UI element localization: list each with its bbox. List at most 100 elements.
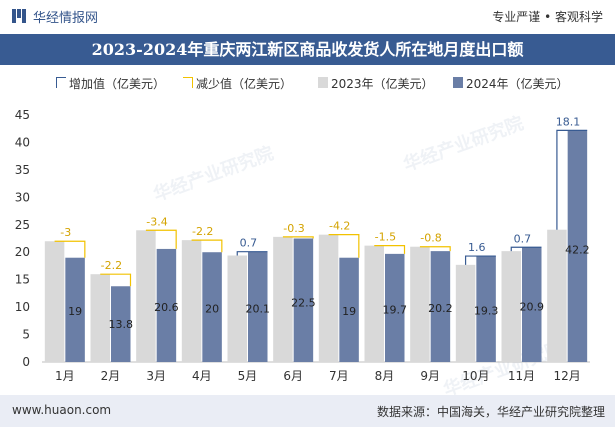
x-tick-label: 2月	[101, 369, 121, 383]
data-label-2024: 19	[342, 305, 356, 318]
x-tick-label: 3月	[146, 369, 166, 383]
bar-2024	[339, 257, 359, 362]
x-tick-label: 6月	[283, 369, 303, 383]
data-label-2024: 19.3	[474, 304, 499, 317]
bar-2024	[430, 251, 451, 362]
bar-2023	[273, 236, 293, 362]
change-label: -1.5	[375, 231, 396, 244]
y-tick-label: 20	[15, 245, 30, 259]
change-bracket-decrease	[282, 236, 314, 239]
legend-swatch-decrease	[183, 77, 193, 88]
bar-2024	[248, 251, 268, 362]
legend-label-2023: 2023年（亿美元）	[331, 77, 434, 91]
legend-swatch-2024	[453, 77, 463, 88]
change-label: -2.2	[192, 225, 213, 238]
change-label: 18.1	[556, 115, 581, 128]
y-tick-label: 45	[15, 108, 30, 122]
legend-label-2024: 2024年（亿美元）	[466, 77, 569, 91]
change-label: -3.4	[146, 215, 167, 228]
data-label-2024: 20.6	[154, 301, 179, 314]
x-tick-label: 9月	[420, 369, 440, 383]
x-tick-label: 10月	[462, 369, 489, 383]
change-label: -0.8	[420, 232, 441, 245]
y-tick-label: 40	[15, 135, 30, 149]
change-bracket-decrease	[145, 229, 177, 249]
change-bracket-increase	[236, 251, 268, 256]
footer-bar: www.huaon.com 数据来源：中国海关，华经产业研究院整理	[0, 395, 615, 427]
x-tick-label: 8月	[375, 369, 395, 383]
change-bracket-decrease	[100, 273, 132, 287]
legend-label-increase: 增加值（亿美元）	[69, 77, 166, 91]
title-bar: 2023-2024年重庆两江新区商品收发货人所在地月度出口额	[0, 34, 615, 65]
bar-2024	[202, 252, 222, 362]
bar-2023	[90, 274, 110, 362]
x-tick-label: 5月	[238, 369, 258, 383]
x-tick-label: 12月	[554, 369, 581, 383]
bar-2023	[410, 246, 430, 362]
change-bracket-increase	[510, 246, 542, 252]
change-bracket-decrease	[328, 234, 360, 258]
bar-2023	[501, 251, 521, 362]
change-label: 0.7	[514, 232, 532, 245]
change-bracket-increase	[464, 255, 496, 265]
change-bracket-decrease	[419, 246, 451, 252]
y-tick-label: 25	[15, 218, 30, 232]
change-label: -0.3	[283, 222, 304, 235]
bar-2023	[227, 255, 247, 362]
bar-2024	[385, 253, 405, 362]
data-label-2024: 20.2	[428, 302, 453, 315]
bar-2024	[522, 247, 542, 362]
brand-name: 华经情报网	[33, 11, 99, 26]
chart-area: 0 5 10 15 20 25 30 35 40 45 -3 19 1月 -2.2 13.8 2月 -3.4 20…	[15, 108, 590, 383]
huajing-logo-icon	[12, 9, 26, 23]
change-bracket-decrease	[54, 240, 86, 258]
bar-2023	[455, 264, 476, 362]
bar-2023	[136, 230, 156, 362]
y-tick-label: 0	[22, 355, 30, 369]
y-tick-label: 30	[15, 190, 30, 204]
data-label-2024: 22.5	[291, 296, 316, 309]
bar-2024	[293, 238, 314, 362]
legend-label-decrease: 减少值（亿美元）	[196, 77, 293, 91]
data-label-2024: 20.1	[246, 302, 271, 315]
bar-2024	[65, 257, 85, 362]
y-tick-label: 5	[22, 328, 30, 342]
change-label: -4.2	[329, 220, 350, 233]
bar-2023	[181, 240, 202, 362]
change-label: -3	[60, 226, 71, 239]
bar-2024	[156, 248, 177, 362]
x-tick-label: 4月	[192, 369, 212, 383]
x-tick-label: 7月	[329, 369, 349, 383]
change-bracket-decrease	[191, 239, 223, 253]
change-label: -2.2	[101, 259, 122, 272]
data-label-2024: 19	[68, 305, 82, 318]
y-tick-label: 10	[15, 300, 30, 314]
bar-2023	[364, 245, 384, 362]
bar-2023	[44, 241, 65, 362]
change-label: 0.7	[240, 237, 258, 250]
change-bracket-increase	[556, 129, 588, 230]
bar-2024	[567, 130, 588, 362]
legend-swatch-increase	[56, 77, 66, 88]
tagline: 专业严谨 • 客观科学	[492, 10, 603, 24]
data-label-2024: 13.8	[109, 318, 134, 331]
chart-title: 2023-2024年重庆两江新区商品收发货人所在地月度出口额	[91, 40, 524, 59]
data-label-2024: 20.9	[520, 300, 545, 313]
bar-2024	[476, 256, 496, 362]
data-label-2024: 42.2	[565, 243, 590, 256]
x-tick-label: 11月	[508, 369, 535, 383]
x-tick-label: 1月	[55, 369, 75, 383]
legend-swatch-2023	[318, 77, 328, 88]
footer-website: www.huaon.com	[12, 403, 112, 417]
bar-2023	[318, 234, 339, 362]
bar-2024	[111, 286, 131, 362]
y-tick-label: 15	[15, 273, 30, 287]
header-bar: 华经情报网 专业严谨 • 客观科学	[0, 0, 615, 34]
data-label-2024: 19.7	[383, 303, 408, 316]
y-tick-label: 35	[15, 163, 30, 177]
bar-2023	[547, 229, 567, 362]
change-label: 1.6	[468, 241, 486, 254]
data-label-2024: 20	[205, 303, 219, 316]
footer-source: 数据来源：中国海关，华经产业研究院整理	[376, 405, 605, 419]
change-bracket-decrease	[374, 245, 406, 254]
